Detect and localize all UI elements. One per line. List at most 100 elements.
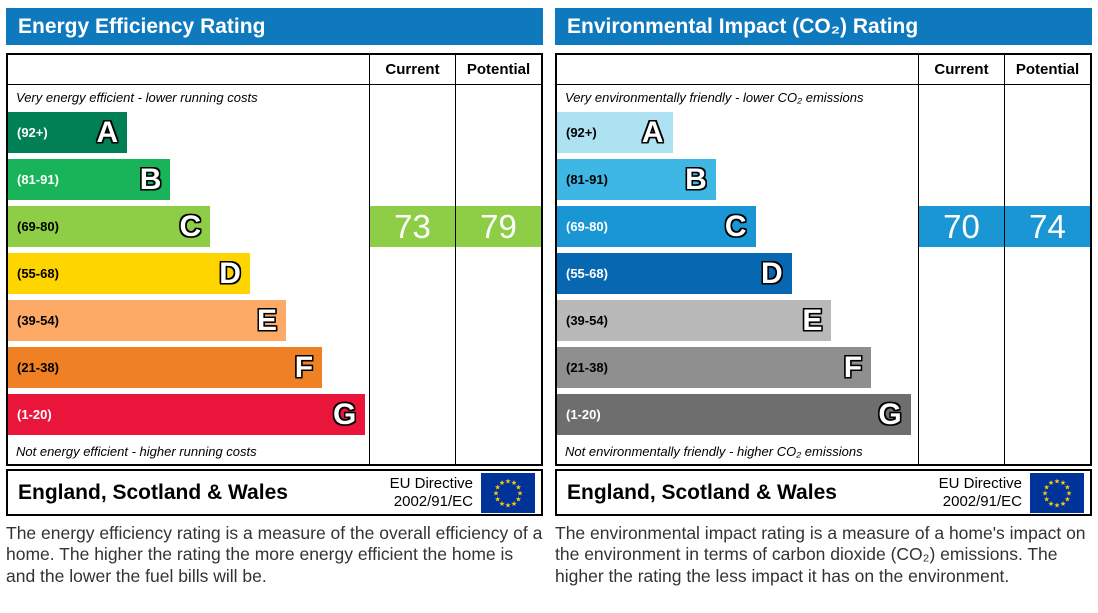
svg-text:★: ★	[511, 499, 517, 507]
svg-text:★: ★	[1060, 479, 1066, 487]
band-range: (92+)	[566, 125, 597, 140]
band-row: (21-38) F	[557, 344, 918, 391]
band-row: (81-91) B	[557, 156, 918, 203]
band-a: (92+) A	[557, 112, 673, 153]
environmental-impact-chart: Current Potential Very environmentally f…	[555, 53, 1092, 466]
band-row: (69-80) C	[8, 203, 369, 250]
band-range: (39-54)	[566, 313, 608, 328]
svg-text:★: ★	[511, 479, 517, 487]
band-row: (55-68) D	[8, 250, 369, 297]
environmental-impact-panel: Environmental Impact (CO₂) Rating Curren…	[555, 8, 1092, 587]
svg-text:★: ★	[1042, 489, 1048, 497]
band-range: (21-38)	[566, 360, 608, 375]
potential-rating-value: 74	[1005, 206, 1090, 247]
band-letter: F	[843, 350, 863, 384]
band-range: (81-91)	[566, 172, 608, 187]
energy-efficiency-chart: Current Potential Very energy efficient …	[6, 53, 543, 466]
column-header-row: Current Potential	[8, 55, 541, 85]
environmental-impact-caption: The environmental impact rating is a mea…	[555, 523, 1086, 586]
band-letter: E	[802, 303, 823, 337]
region-label: England, Scotland & Wales	[18, 480, 288, 504]
svg-text:★: ★	[493, 489, 499, 497]
band-row: (39-54) E	[557, 297, 918, 344]
band-range: (69-80)	[17, 219, 59, 234]
band-letter: F	[294, 350, 314, 384]
bottom-note: Not energy efficient - higher running co…	[16, 443, 257, 459]
band-row: (55-68) D	[557, 250, 918, 297]
rating-bands: Very environmentally friendly - lower CO…	[557, 85, 918, 464]
band-g: (1-20) G	[557, 394, 911, 435]
svg-text:★: ★	[515, 483, 521, 491]
potential-column-header: Potential	[455, 55, 541, 84]
environmental-impact-title: Environmental Impact (CO₂) Rating	[555, 8, 1092, 45]
svg-text:★: ★	[499, 479, 505, 487]
svg-text:★: ★	[1066, 489, 1072, 497]
band-row: (39-54) E	[8, 297, 369, 344]
eu-directive-line1: EU Directive	[938, 475, 1022, 493]
band-letter: A	[96, 115, 119, 149]
eu-flag-icon: ★ ★★★★★★★★★★★	[1030, 472, 1084, 513]
header-spacer	[8, 55, 369, 84]
region-label: England, Scotland & Wales	[567, 480, 837, 504]
band-row: (69-80) C	[557, 203, 918, 250]
chart-body: Very environmentally friendly - lower CO…	[557, 85, 1090, 464]
svg-text:★: ★	[494, 483, 500, 491]
epc-rating-page: Energy Efficiency Rating Current Potenti…	[6, 8, 1092, 587]
current-rating-value: 73	[370, 206, 455, 247]
band-letter: B	[685, 162, 707, 196]
band-row: (1-20) G	[557, 391, 918, 438]
band-d: (55-68) D	[557, 253, 792, 294]
eu-directive-line1: EU Directive	[389, 475, 473, 493]
column-header-row: Current Potential	[557, 55, 1090, 85]
top-note: Very energy efficient - lower running co…	[16, 89, 258, 105]
chart-footer: England, Scotland & Wales EU Directive 2…	[555, 469, 1092, 516]
band-row: (92+) A	[557, 109, 918, 156]
band-range: (1-20)	[17, 407, 52, 422]
svg-text:★: ★	[1043, 483, 1049, 491]
top-note: Very environmentally friendly - lower CO…	[565, 89, 864, 105]
potential-column: 74	[1004, 85, 1090, 464]
eu-directive-line2: 2002/91/EC	[393, 492, 473, 510]
band-letter: A	[641, 115, 664, 149]
svg-text:★: ★	[499, 499, 505, 507]
band-a: (92+) A	[8, 112, 128, 153]
bottom-note: Not environmentally friendly - higher CO…	[565, 443, 863, 459]
current-column: 70	[918, 85, 1004, 464]
band-letter: C	[724, 209, 747, 243]
band-c: (69-80) C	[557, 206, 756, 247]
band-row: (81-91) B	[8, 156, 369, 203]
svg-text:★: ★	[1054, 501, 1060, 509]
band-letter: B	[139, 162, 162, 196]
svg-text:★: ★	[494, 495, 500, 503]
band-range: (55-68)	[566, 266, 608, 281]
band-range: (21-38)	[17, 360, 59, 375]
svg-text:★: ★	[1064, 483, 1070, 491]
eu-flag-icon: ★ ★★★★★★★★★★★	[481, 472, 535, 513]
band-letter: G	[333, 397, 357, 431]
band-g: (1-20) G	[8, 394, 366, 435]
band-letter: C	[179, 209, 202, 243]
rating-bands: Very energy efficient - lower running co…	[8, 85, 369, 464]
current-rating-value: 70	[919, 206, 1004, 247]
svg-text:★: ★	[1048, 479, 1054, 487]
eu-directive-label: EU Directive 2002/91/EC	[390, 475, 481, 510]
potential-column: 79	[455, 85, 541, 464]
band-row: (21-38) F	[8, 344, 369, 391]
svg-text:★: ★	[505, 501, 511, 509]
energy-efficiency-caption: The energy efficiency rating is a measur…	[6, 523, 543, 586]
svg-text:★: ★	[1048, 499, 1054, 507]
svg-text:★: ★	[1054, 477, 1060, 485]
eu-directive-label: EU Directive 2002/91/EC	[939, 475, 1030, 510]
chart-body: Very energy efficient - lower running co…	[8, 85, 541, 464]
band-letter: D	[760, 256, 783, 290]
svg-text:★: ★	[517, 489, 523, 497]
band-range: (69-80)	[566, 219, 608, 234]
current-column-header: Current	[369, 55, 455, 84]
band-b: (81-91) B	[557, 159, 716, 200]
current-column-header: Current	[918, 55, 1004, 84]
band-range: (55-68)	[17, 266, 59, 281]
band-range: (81-91)	[17, 172, 59, 187]
svg-text:★: ★	[1064, 495, 1070, 503]
svg-text:★: ★	[1060, 499, 1066, 507]
eu-directive-line2: 2002/91/EC	[942, 492, 1022, 510]
